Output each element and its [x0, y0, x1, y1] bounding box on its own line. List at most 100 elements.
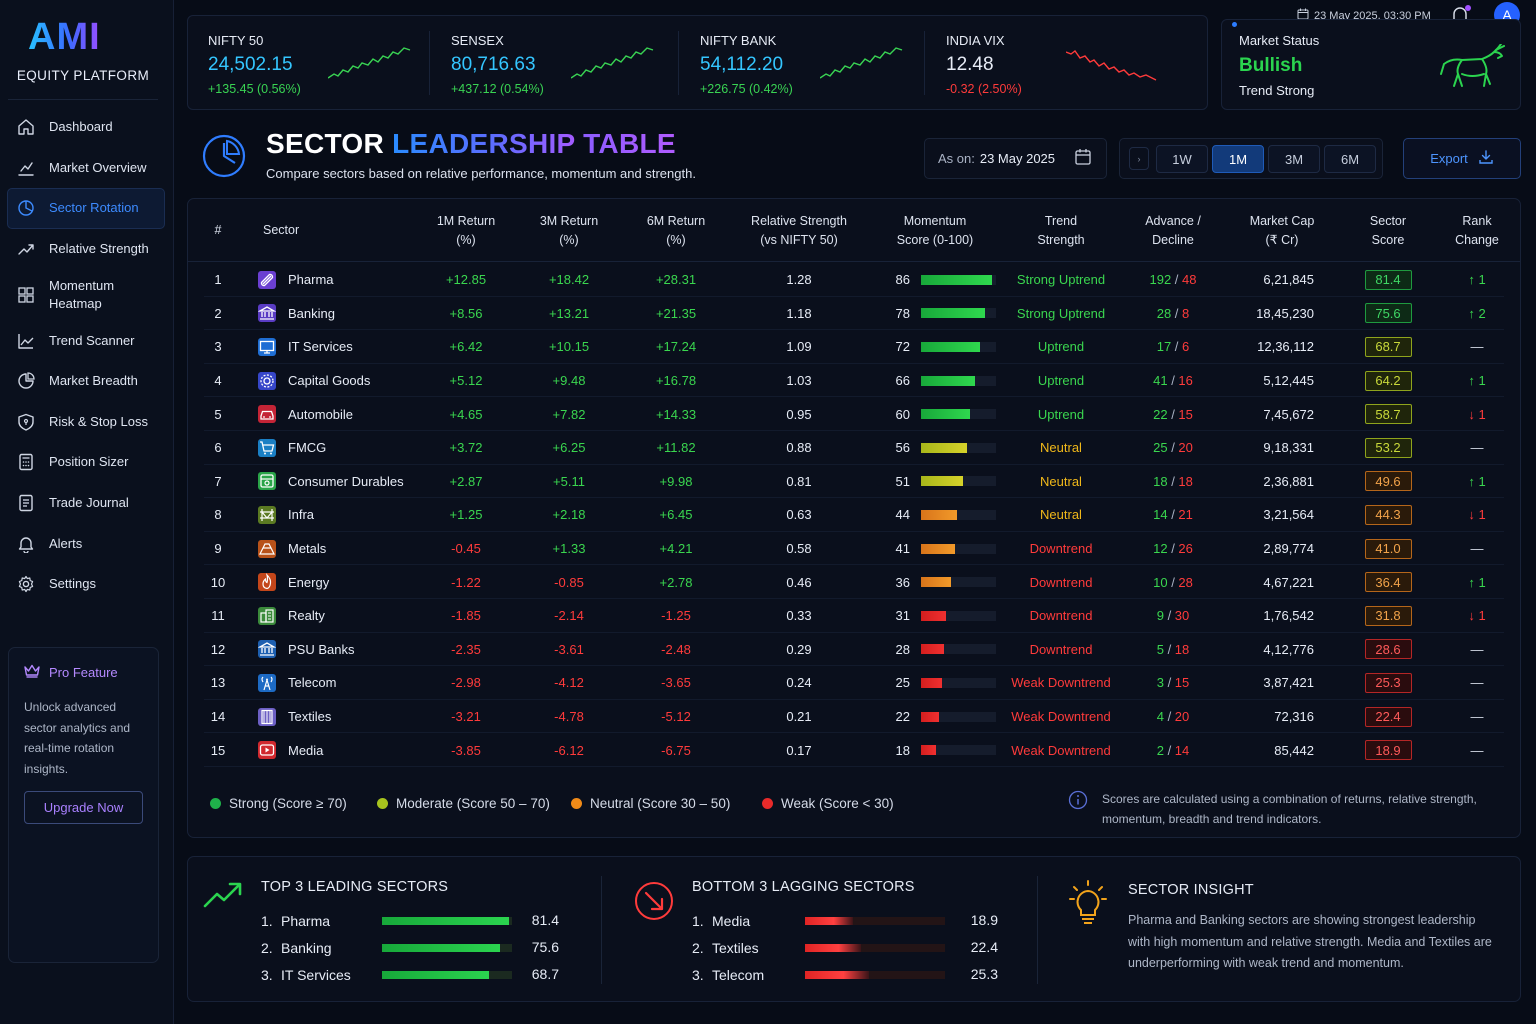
sidebar-item-market-breadth[interactable]: Market Breadth — [7, 361, 165, 402]
table-row[interactable]: 9 Metals -0.45 +1.33 +4.21 0.58 41 Downtrend 12 … — [204, 532, 1504, 566]
export-button[interactable]: Export — [1403, 138, 1521, 179]
table-row[interactable]: 12 PSU Banks -2.35 -3.61 -2.48 0.29 28 Downtren… — [204, 633, 1504, 667]
decline-count: 14 — [1174, 742, 1190, 758]
sector-cell[interactable]: PSU Banks — [258, 633, 428, 667]
return-6m-cell: +2.78 — [659, 574, 693, 590]
sector-cell[interactable]: Energy — [258, 565, 428, 599]
decline-count: 21 — [1178, 507, 1193, 523]
sector-cell[interactable]: Automobile — [258, 397, 428, 431]
momentum-bar — [921, 509, 996, 520]
sector-cell[interactable]: Telecom — [258, 666, 428, 700]
market-cap-cell: 5,12,445 — [1263, 373, 1314, 389]
sidebar-item-relative-strength[interactable]: Relative Strength — [7, 229, 165, 270]
table-row[interactable]: 7 Consumer Durables +2.87 +5.11 +9.98 0.81 51 N… — [204, 465, 1504, 499]
momentum-bar-fill — [921, 476, 963, 487]
upgrade-now-button[interactable]: Upgrade Now — [24, 791, 143, 824]
column-header-sector-score[interactable]: Sector Score — [1369, 213, 1407, 247]
column-header-rank[interactable]: # — [214, 223, 222, 237]
sidebar-item-trend-scanner[interactable]: Trend Scanner — [7, 320, 165, 361]
sector-cell[interactable]: Textiles — [258, 700, 428, 734]
advance-count: 22 — [1153, 406, 1168, 422]
advance-decline-separator: / — [1171, 272, 1183, 288]
table-row[interactable]: 1 Pharma +12.85 +18.42 +28.31 1.28 86 Strong Up… — [204, 263, 1504, 297]
sector-cell[interactable]: Capital Goods — [258, 364, 428, 398]
sidebar-item-settings[interactable]: Settings — [7, 564, 165, 605]
chevron-right-icon[interactable]: › — [1129, 147, 1149, 170]
app-logo[interactable]: AMI — [28, 16, 101, 58]
table-row[interactable]: 3 IT Services +6.42 +10.15 +17.24 1.09 72 Uptre… — [204, 330, 1504, 364]
column-header-3m-return[interactable]: 3M Return (%) — [539, 213, 599, 247]
sector-cell[interactable]: IT Services — [258, 330, 428, 364]
column-header-market-cap[interactable]: Market Cap (₹ Cr) — [1249, 213, 1315, 247]
info-icon[interactable] — [1068, 790, 1088, 829]
table-row[interactable]: 4 Capital Goods +5.12 +9.48 +16.78 1.03 66 Uptr… — [204, 364, 1504, 398]
momentum-cell: 18 — [888, 733, 1008, 767]
table-row[interactable]: 8 Infra +1.25 +2.18 +6.45 0.63 44 Neutral 14 / 2… — [204, 498, 1504, 532]
as-on-date-picker[interactable]: As on: 23 May 2025 — [924, 138, 1107, 179]
table-row[interactable]: 14 Textiles -3.21 -4.78 -5.12 0.21 22 Weak Down… — [204, 700, 1504, 734]
period-3m-button[interactable]: 3M — [1268, 145, 1320, 173]
trend-strength-cell: Strong Uptrend — [1016, 305, 1106, 321]
column-header-rank-change[interactable]: Rank Change — [1455, 213, 1499, 247]
table-row[interactable]: 15 Media -3.85 -6.12 -6.75 0.17 18 Weak Downtre… — [204, 733, 1504, 767]
column-header-1m-return[interactable]: 1M Return (%) — [436, 213, 496, 247]
ticker-india-vix[interactable]: INDIA VIX 12.48 -0.32 (2.50%) — [926, 16, 1166, 109]
column-header-momentum-score[interactable]: Momentum Score (0-100) — [896, 213, 974, 247]
return-3m-cell: -3.61 — [554, 641, 584, 657]
decline-count: 16 — [1178, 373, 1193, 389]
sidebar-item-market-overview[interactable]: Market Overview — [7, 148, 165, 189]
table-row[interactable]: 10 Energy -1.22 -0.85 +2.78 0.46 36 Downtrend 10… — [204, 565, 1504, 599]
return-3m-cell: -4.12 — [554, 675, 584, 691]
period-1m-button[interactable]: 1M — [1212, 145, 1264, 173]
return-1m-cell: -3.85 — [451, 742, 481, 758]
ticker-sensex[interactable]: SENSEX 80,716.63 +437.12 (0.54%) — [431, 16, 671, 109]
lagging-list-item[interactable]: 3. Telecom — [692, 965, 812, 985]
sidebar-item-trade-journal[interactable]: Trade Journal — [7, 483, 165, 524]
table-row[interactable]: 5 Automobile +4.65 +7.82 +14.33 0.95 60 Uptrend… — [204, 397, 1504, 431]
advance-count: 2 — [1156, 742, 1164, 758]
leading-list-item[interactable]: 3. IT Services — [261, 965, 381, 985]
calculator-icon — [17, 453, 35, 471]
leading-list-item[interactable]: 2. Banking — [261, 938, 381, 958]
period-6m-button[interactable]: 6M — [1324, 145, 1376, 173]
sector-cell[interactable]: Metals — [258, 532, 428, 566]
list-rank: 2. — [692, 940, 704, 956]
table-row[interactable]: 13 Telecom -2.98 -4.12 -3.65 0.24 25 Weak Downt… — [204, 666, 1504, 700]
sector-cell[interactable]: Consumer Durables — [258, 465, 428, 499]
sector-cell[interactable]: Pharma — [258, 263, 428, 297]
table-row[interactable]: 6 FMCG +3.72 +6.25 +11.82 0.88 56 Neutral 25 / 2… — [204, 431, 1504, 465]
lagging-list-item[interactable]: 1. Media — [692, 911, 812, 931]
sector-cell[interactable]: Infra — [258, 498, 428, 532]
column-header-trend-strength[interactable]: Trend Strength — [1037, 213, 1085, 247]
bank-icon — [258, 304, 276, 323]
ticker-nifty-50[interactable]: NIFTY 50 24,502.15 +135.45 (0.56%) — [188, 16, 428, 109]
sidebar-item-sector-rotation[interactable]: Sector Rotation — [7, 188, 165, 229]
sidebar-item-label: Position Sizer — [49, 454, 129, 470]
sector-cell[interactable]: Media — [258, 733, 428, 767]
column-header-6m-return[interactable]: 6M Return (%) — [646, 213, 706, 247]
sidebar-item-position-sizer[interactable]: Position Sizer — [7, 442, 165, 483]
rank-change-cell: ↑ 2 — [1468, 305, 1486, 321]
leading-list-item[interactable]: 1. Pharma — [261, 911, 381, 931]
column-header-sector[interactable]: Sector — [263, 223, 300, 237]
return-1m-cell: +2.87 — [449, 473, 483, 489]
sidebar-item-momentum-heatmap[interactable]: Momentum Heatmap — [7, 269, 165, 320]
sidebar-item-dashboard[interactable]: Dashboard — [7, 107, 165, 148]
table-row[interactable]: 2 Banking +8.56 +13.21 +21.35 1.18 78 Strong Up… — [204, 297, 1504, 331]
ticker-nifty-bank[interactable]: NIFTY BANK 54,112.20 +226.75 (0.42%) — [680, 16, 920, 109]
lagging-list-item[interactable]: 2. Textiles — [692, 938, 812, 958]
sidebar-item-alerts[interactable]: Alerts — [7, 523, 165, 564]
table-row[interactable]: 11 Realty -1.85 -2.14 -1.25 0.33 31 Downtrend 9 … — [204, 599, 1504, 633]
column-header-advance-decline[interactable]: Advance / Decline — [1145, 213, 1201, 247]
download-icon — [1478, 149, 1494, 168]
column-header-relative-strength[interactable]: Relative Strength (vs NIFTY 50) — [751, 213, 847, 247]
sector-cell[interactable]: Banking — [258, 297, 428, 331]
period-1w-button[interactable]: 1W — [1156, 145, 1208, 173]
advance-decline-separator: / — [1163, 641, 1175, 657]
sidebar-item-label: Momentum Heatmap — [49, 277, 115, 311]
sidebar-item-risk-stop-loss[interactable]: Risk & Stop Loss — [7, 402, 165, 443]
sector-cell[interactable]: FMCG — [258, 431, 428, 465]
pie-chart-icon — [17, 199, 35, 217]
sector-cell[interactable]: Realty — [258, 599, 428, 633]
ticker-separator — [678, 31, 679, 95]
